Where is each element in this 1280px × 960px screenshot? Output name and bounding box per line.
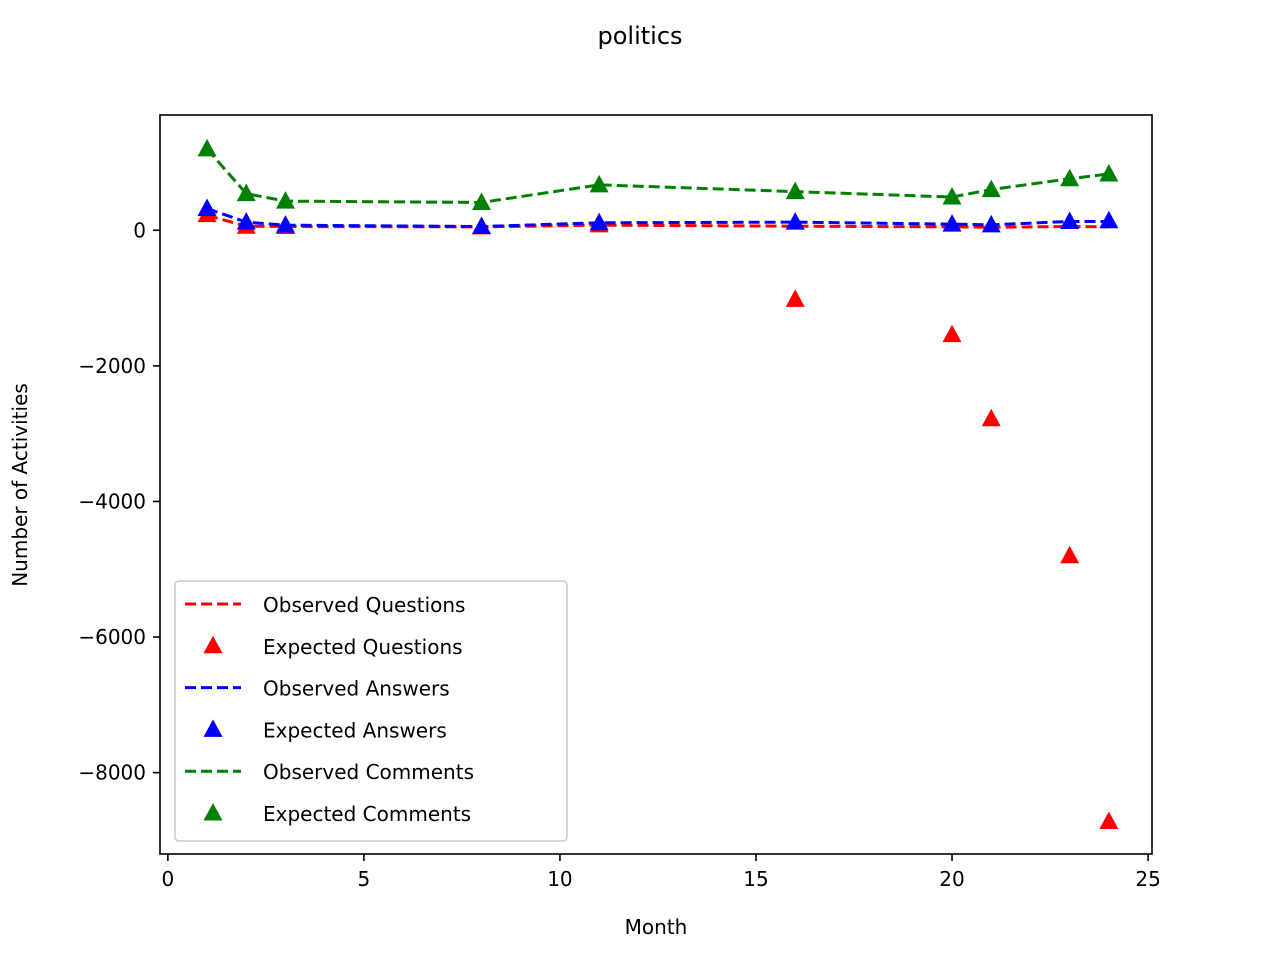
legend-entry-label: Observed Comments bbox=[263, 760, 474, 784]
legend-marker-swatch bbox=[203, 719, 223, 737]
legend-marker-swatch bbox=[203, 803, 223, 821]
legend-entry-label: Expected Answers bbox=[263, 718, 447, 742]
data-point bbox=[1060, 168, 1080, 187]
legend-marker-swatch bbox=[203, 635, 223, 654]
y-tick-label: −2000 bbox=[78, 354, 146, 378]
x-tick-label: 0 bbox=[161, 867, 174, 891]
x-tick-label: 20 bbox=[939, 867, 964, 891]
legend-entry-label: Expected Comments bbox=[263, 802, 471, 826]
data-point bbox=[589, 212, 609, 231]
series-layer bbox=[197, 138, 1119, 829]
data-point bbox=[785, 181, 805, 200]
data-point bbox=[942, 214, 962, 232]
legend: Observed Questions Expected Questions Obse… bbox=[174, 580, 568, 842]
chart-title: politics bbox=[597, 22, 682, 50]
x-axis-label: Month bbox=[625, 915, 688, 939]
x-tick-label: 25 bbox=[1135, 867, 1160, 891]
series-line bbox=[206, 207, 1109, 229]
data-point bbox=[942, 187, 962, 205]
plot-frame bbox=[159, 114, 1153, 855]
data-point bbox=[1060, 545, 1080, 564]
y-tick-label: 0 bbox=[133, 218, 146, 242]
x-axis: 0 5 10 15 20 25 bbox=[161, 854, 1161, 891]
data-point bbox=[942, 324, 962, 343]
data-point bbox=[236, 212, 256, 230]
data-point bbox=[981, 179, 1001, 198]
data-point bbox=[785, 289, 805, 307]
data-point bbox=[472, 192, 492, 210]
data-point bbox=[981, 408, 1001, 427]
y-axis: 0 −2000 −4000 −6000 −8000 bbox=[78, 218, 160, 785]
y-tick-label: −8000 bbox=[78, 761, 146, 785]
data-point bbox=[275, 191, 295, 209]
x-tick-label: 15 bbox=[743, 867, 768, 891]
data-point bbox=[472, 216, 492, 235]
series-line bbox=[205, 147, 1110, 204]
data-point bbox=[981, 214, 1001, 233]
data-point bbox=[197, 198, 217, 217]
data-point bbox=[236, 183, 256, 202]
legend-entry-label: Observed Questions bbox=[263, 593, 465, 617]
data-point bbox=[1099, 811, 1119, 829]
x-tick-label: 10 bbox=[547, 867, 572, 891]
data-point bbox=[1099, 210, 1119, 229]
legend-box bbox=[174, 580, 568, 842]
x-tick-label: 5 bbox=[358, 867, 371, 891]
data-point bbox=[1099, 163, 1119, 182]
data-point bbox=[275, 215, 295, 233]
y-axis-label: Number of Activities bbox=[8, 383, 32, 587]
series-line bbox=[206, 213, 1109, 229]
y-tick-label: −6000 bbox=[78, 625, 146, 649]
y-tick-label: −4000 bbox=[78, 489, 146, 513]
legend-entry-label: Observed Answers bbox=[263, 677, 450, 701]
data-point bbox=[785, 212, 805, 230]
legend-entry-label: Expected Questions bbox=[263, 635, 463, 659]
data-point bbox=[1060, 211, 1080, 229]
data-point bbox=[197, 138, 217, 157]
data-point bbox=[589, 174, 609, 193]
